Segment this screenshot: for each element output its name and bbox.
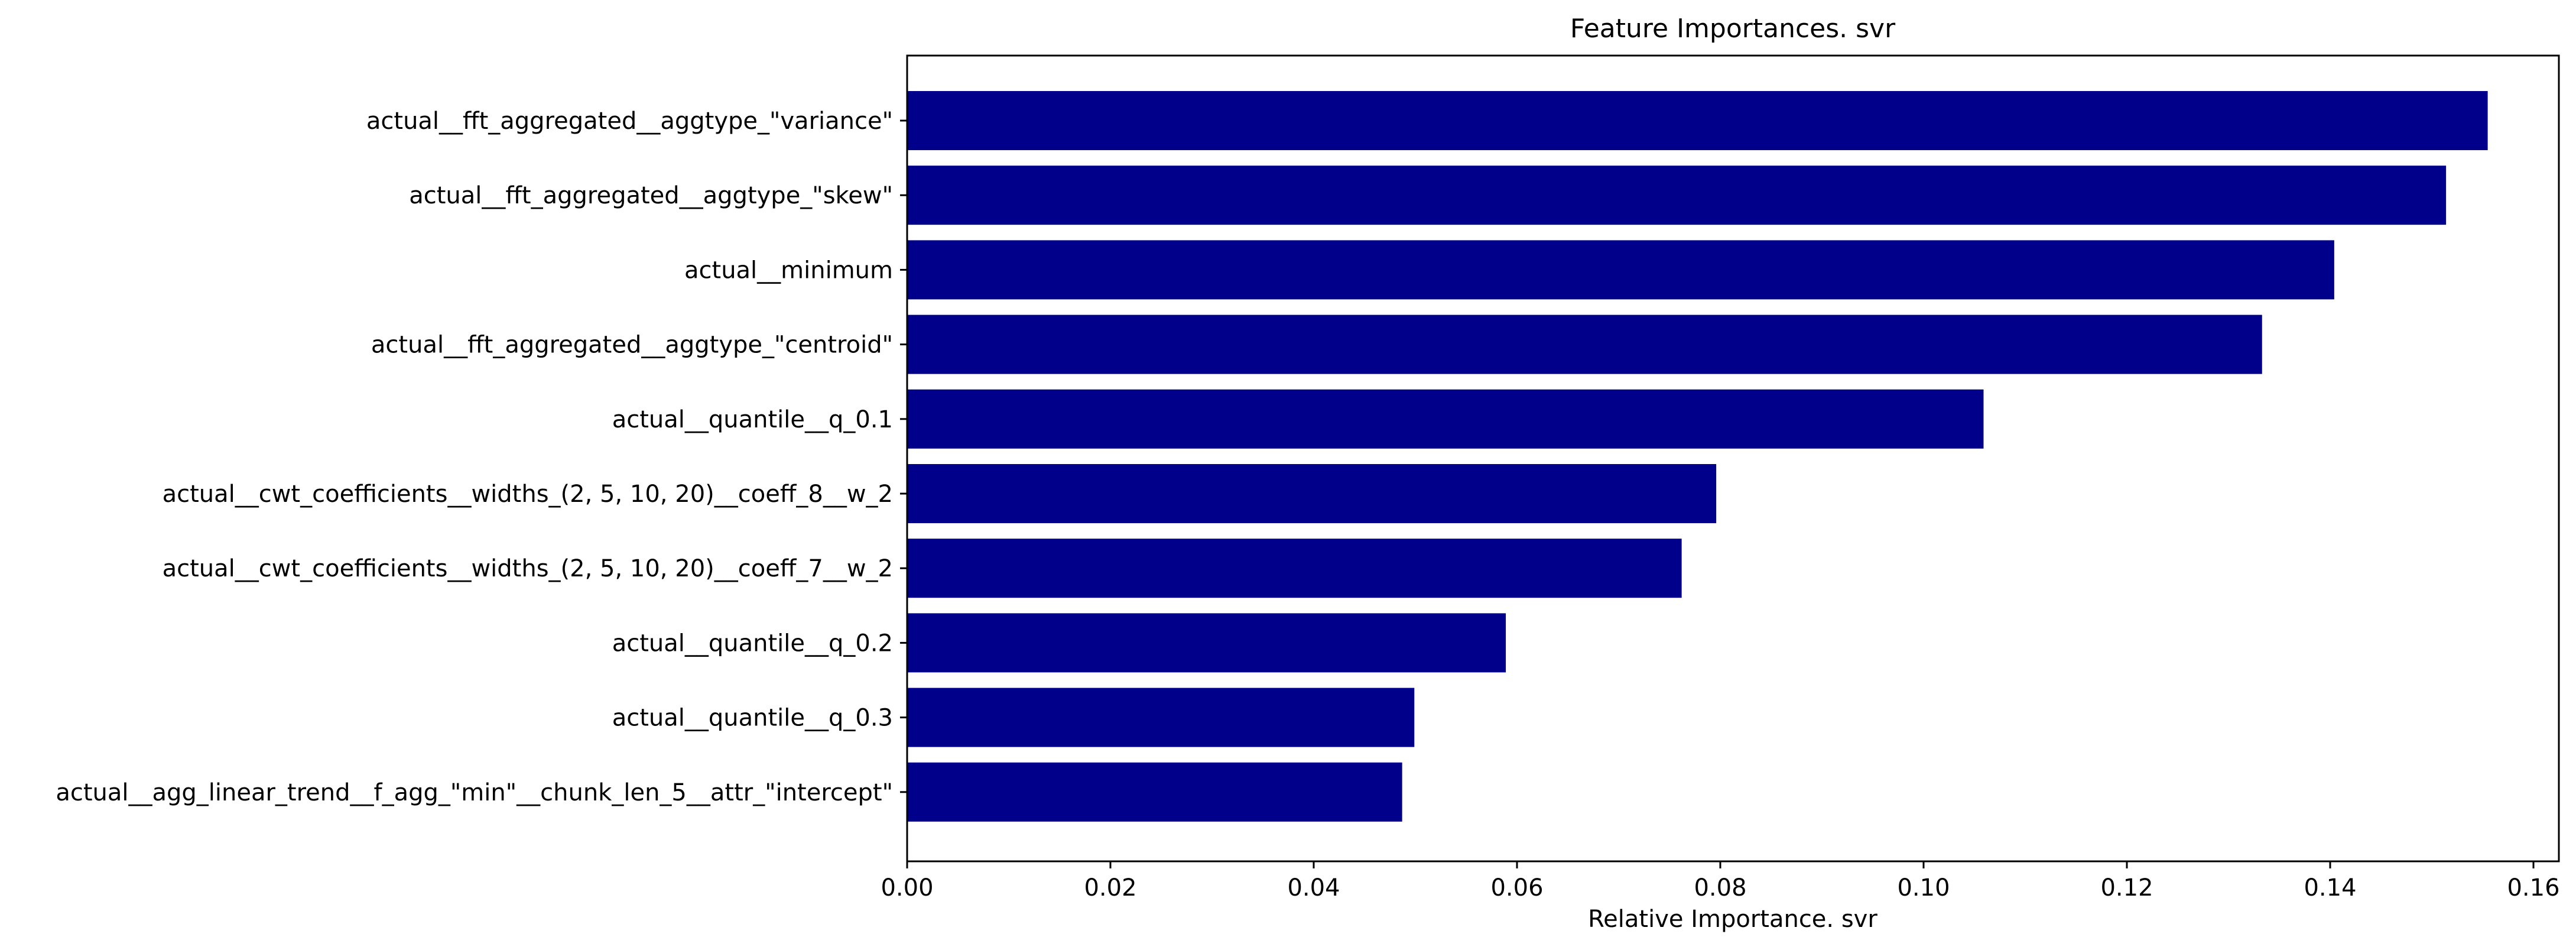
plot-frame (906, 54, 2560, 863)
bar (907, 464, 1717, 523)
bar (907, 762, 1402, 822)
chart-title: Feature Importances. svr (1570, 14, 1896, 44)
y-tick-label: actual__cwt_coefficients__widths_(2, 5, … (163, 555, 893, 582)
bar (907, 539, 1682, 598)
bar (907, 166, 2447, 225)
bar (907, 314, 2262, 374)
x-tick-label: 0.02 (1084, 874, 1136, 902)
y-tick-label: actual__quantile__q_0.3 (612, 705, 893, 732)
y-tick-label: actual__agg_linear_trend__f_agg_"min"__c… (56, 779, 893, 806)
x-tick-label: 0.14 (2304, 874, 2356, 902)
y-tick-label: actual__cwt_coefficients__widths_(2, 5, … (163, 481, 893, 508)
bar (907, 91, 2488, 150)
bar (907, 613, 1506, 673)
x-tick-label: 0.10 (1897, 874, 1950, 902)
x-axis-label: Relative Importance. svr (1588, 906, 1877, 933)
x-tick-label: 0.06 (1490, 874, 1543, 902)
y-tick-label: actual__fft_aggregated__aggtype_"varianc… (366, 108, 893, 135)
x-tick-label: 0.00 (881, 874, 933, 902)
x-tick-label: 0.04 (1287, 874, 1340, 902)
bars-layer (907, 91, 2488, 822)
x-tick-label: 0.12 (2100, 874, 2153, 902)
bar (907, 688, 1415, 747)
x-tick-label: 0.08 (1694, 874, 1746, 902)
y-tick-label: actual__quantile__q_0.1 (612, 406, 893, 433)
x-axis-ticks: 0.00 0.02 0.04 0.06 0.08 0.10 0.12 0.14 0.16 (881, 861, 2560, 902)
y-tick-label: actual__fft_aggregated__aggtype_"centroi… (371, 332, 893, 359)
y-tick-labels: actual__fft_aggregated__aggtype_"varianc… (56, 108, 907, 806)
y-tick-label: actual__quantile__q_0.2 (612, 630, 893, 657)
bar (907, 389, 1984, 449)
x-tick-label: 0.16 (2507, 874, 2559, 902)
y-tick-label: actual__fft_aggregated__aggtype_"skew" (409, 182, 893, 209)
bar (907, 240, 2334, 300)
y-tick-label: actual__minimum (684, 257, 893, 284)
